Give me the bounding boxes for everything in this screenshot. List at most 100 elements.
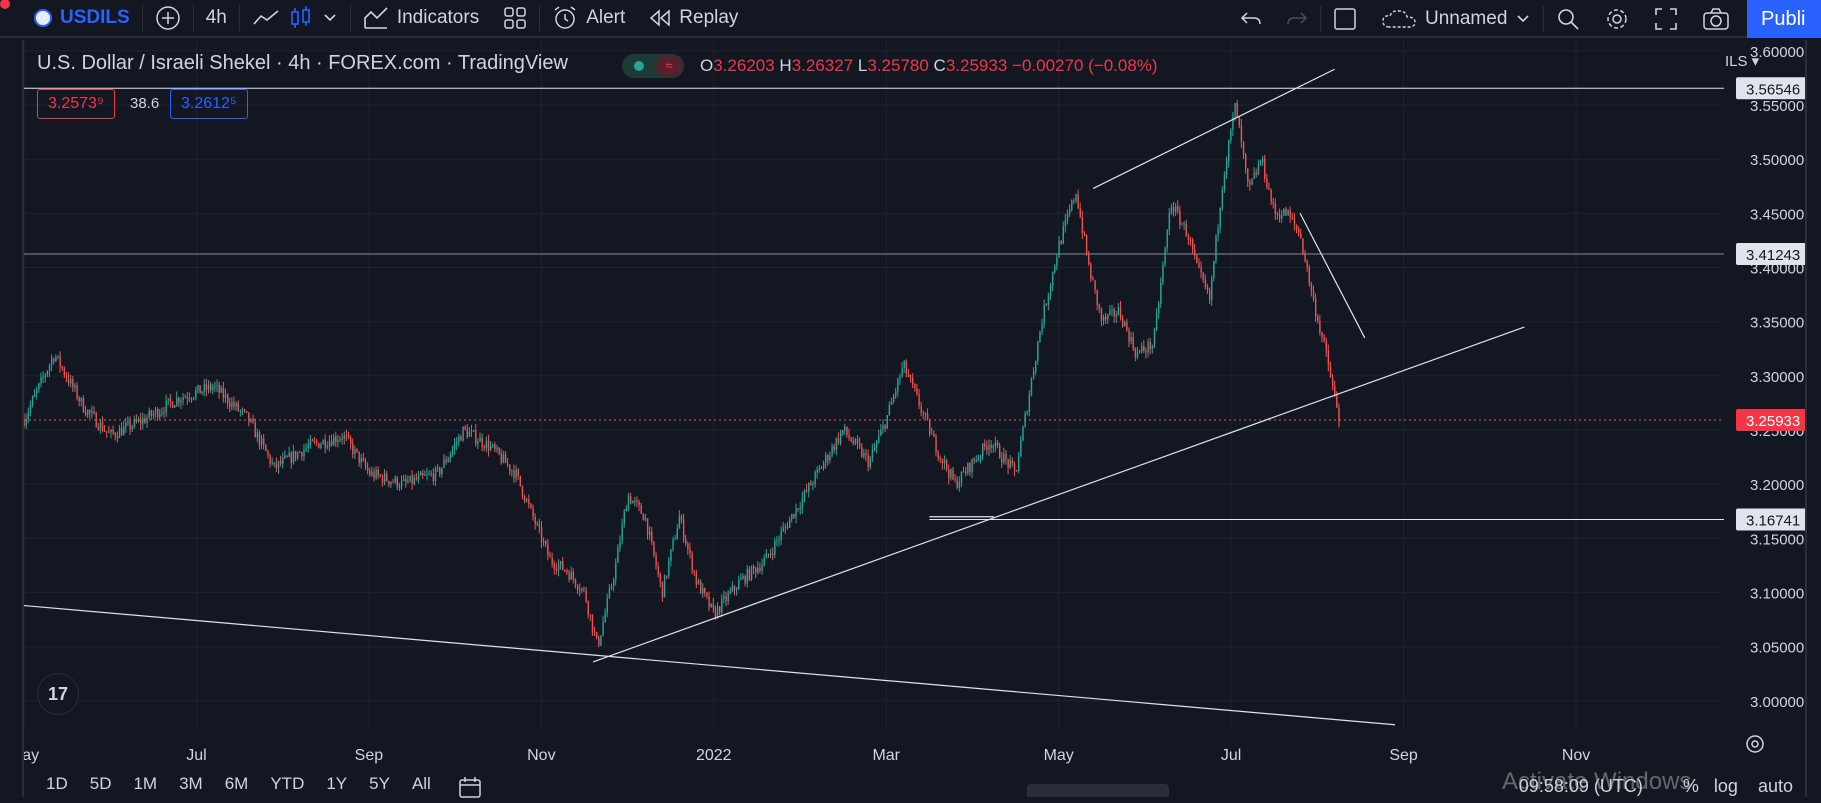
fullscreen-button[interactable] [1642, 0, 1690, 38]
candle-body [180, 400, 182, 403]
candle-body [403, 479, 405, 481]
candle-body [1071, 200, 1073, 210]
candle-body [926, 414, 929, 420]
calendar-icon[interactable] [458, 776, 482, 803]
range-button-6m[interactable]: 6M [224, 773, 249, 793]
range-button-all[interactable]: All [411, 773, 431, 793]
candle-body [413, 477, 416, 484]
candle-body [1119, 307, 1122, 319]
snapshot-button[interactable] [1690, 0, 1742, 38]
range-button-ytd[interactable]: YTD [270, 773, 305, 793]
candle-body [1291, 216, 1294, 219]
candle-body [833, 446, 835, 450]
scroll-buttons[interactable] [1027, 784, 1169, 797]
layout-name-button[interactable]: Unnamed [1369, 0, 1543, 38]
change-value: −0.00270 (−0.08%) [1012, 56, 1158, 75]
range-button-5y[interactable]: 5Y [369, 773, 390, 793]
candle-body [952, 469, 954, 479]
candle-body [854, 439, 857, 444]
templates-button[interactable] [491, 0, 539, 37]
indicators-button[interactable]: Indicators [351, 0, 491, 37]
tradingview-logo[interactable]: 17 [37, 673, 79, 715]
chart-type-button[interactable] [240, 0, 350, 37]
log-toggle[interactable]: log [1713, 776, 1738, 796]
candle-body [70, 379, 72, 384]
publish-button[interactable]: Publi [1747, 0, 1821, 38]
candle-body [466, 428, 469, 437]
candle-body [1187, 236, 1190, 240]
alert-button[interactable]: Alert [540, 0, 637, 37]
currency-label[interactable]: ILS ▾ [1725, 53, 1760, 70]
candle-body [1287, 210, 1289, 216]
candle-body [157, 409, 159, 418]
price-chart[interactable]: 3.000003.050003.100003.150003.200003.250… [24, 40, 1805, 770]
candle-body [905, 360, 908, 374]
range-button-1d[interactable]: 1D [46, 773, 68, 793]
candle-body [791, 514, 793, 520]
candle-body [1306, 261, 1308, 267]
candle-body [1213, 261, 1215, 279]
candle-body [553, 564, 556, 569]
candle-body [347, 436, 350, 438]
redo-button[interactable] [1274, 0, 1320, 38]
candle-body [428, 473, 430, 475]
search-icon [1558, 9, 1579, 30]
candle-body [725, 596, 727, 602]
candle-body [608, 588, 611, 599]
candle-body [142, 418, 144, 424]
candle-body [214, 385, 216, 388]
range-button-3m[interactable]: 3M [179, 773, 203, 793]
candle-body [1115, 315, 1118, 317]
sell-price-box[interactable]: 3.2573⁹ [37, 89, 115, 119]
layout-button[interactable] [1321, 0, 1369, 38]
candle-body [358, 451, 360, 463]
candle-body [296, 452, 299, 459]
candle-body [496, 447, 498, 450]
undo-button[interactable] [1228, 0, 1274, 38]
replay-button[interactable]: Replay [637, 0, 750, 37]
candle-body [733, 585, 736, 590]
search-button[interactable] [1544, 0, 1592, 38]
candle-body [352, 443, 354, 455]
buy-price-box[interactable]: 3.2612⁵ [170, 89, 248, 119]
clock-label[interactable]: 09:58:09 (UTC) [1518, 776, 1643, 796]
candle-body [1121, 318, 1124, 327]
candle-body [649, 531, 651, 536]
candle-body [782, 527, 785, 532]
candle-body [521, 485, 524, 497]
candle-body [907, 373, 910, 377]
candle-body [1081, 216, 1084, 234]
candle-body [1191, 240, 1194, 250]
candle-body [1009, 460, 1011, 468]
candle-body [1128, 330, 1130, 342]
symbol-search[interactable]: USDILS [0, 0, 142, 37]
interval-button[interactable]: 4h [194, 0, 239, 37]
candle-body [386, 473, 388, 481]
settings-button[interactable] [1592, 0, 1642, 38]
candle-body [610, 586, 613, 589]
candle-body [99, 421, 102, 430]
candle-body [468, 431, 471, 437]
candle-body [475, 430, 477, 444]
percent-toggle[interactable]: % [1682, 776, 1699, 796]
range-button-5d[interactable]: 5D [89, 773, 112, 793]
candle-body [967, 463, 969, 474]
candle-body [1077, 194, 1079, 209]
data-delay-icon: ≈ [656, 56, 682, 76]
chevron-down-icon[interactable] [322, 10, 338, 26]
candle-body [369, 470, 371, 476]
candle-body [808, 483, 810, 492]
chart-settings-icon[interactable] [1746, 735, 1764, 753]
candle-body [354, 448, 356, 455]
range-button-1y[interactable]: 1Y [326, 773, 348, 793]
candle-body [1043, 304, 1045, 324]
auto-toggle[interactable]: auto [1757, 776, 1793, 796]
close-value: 3.25933 [945, 56, 1008, 75]
candle-body [120, 428, 123, 436]
candle-body [763, 558, 765, 565]
range-button-1m[interactable]: 1M [133, 773, 158, 793]
candle-body [534, 516, 536, 524]
compare-button[interactable] [143, 0, 193, 37]
candle-body [1327, 350, 1330, 366]
market-status[interactable]: ≈ [622, 54, 684, 78]
